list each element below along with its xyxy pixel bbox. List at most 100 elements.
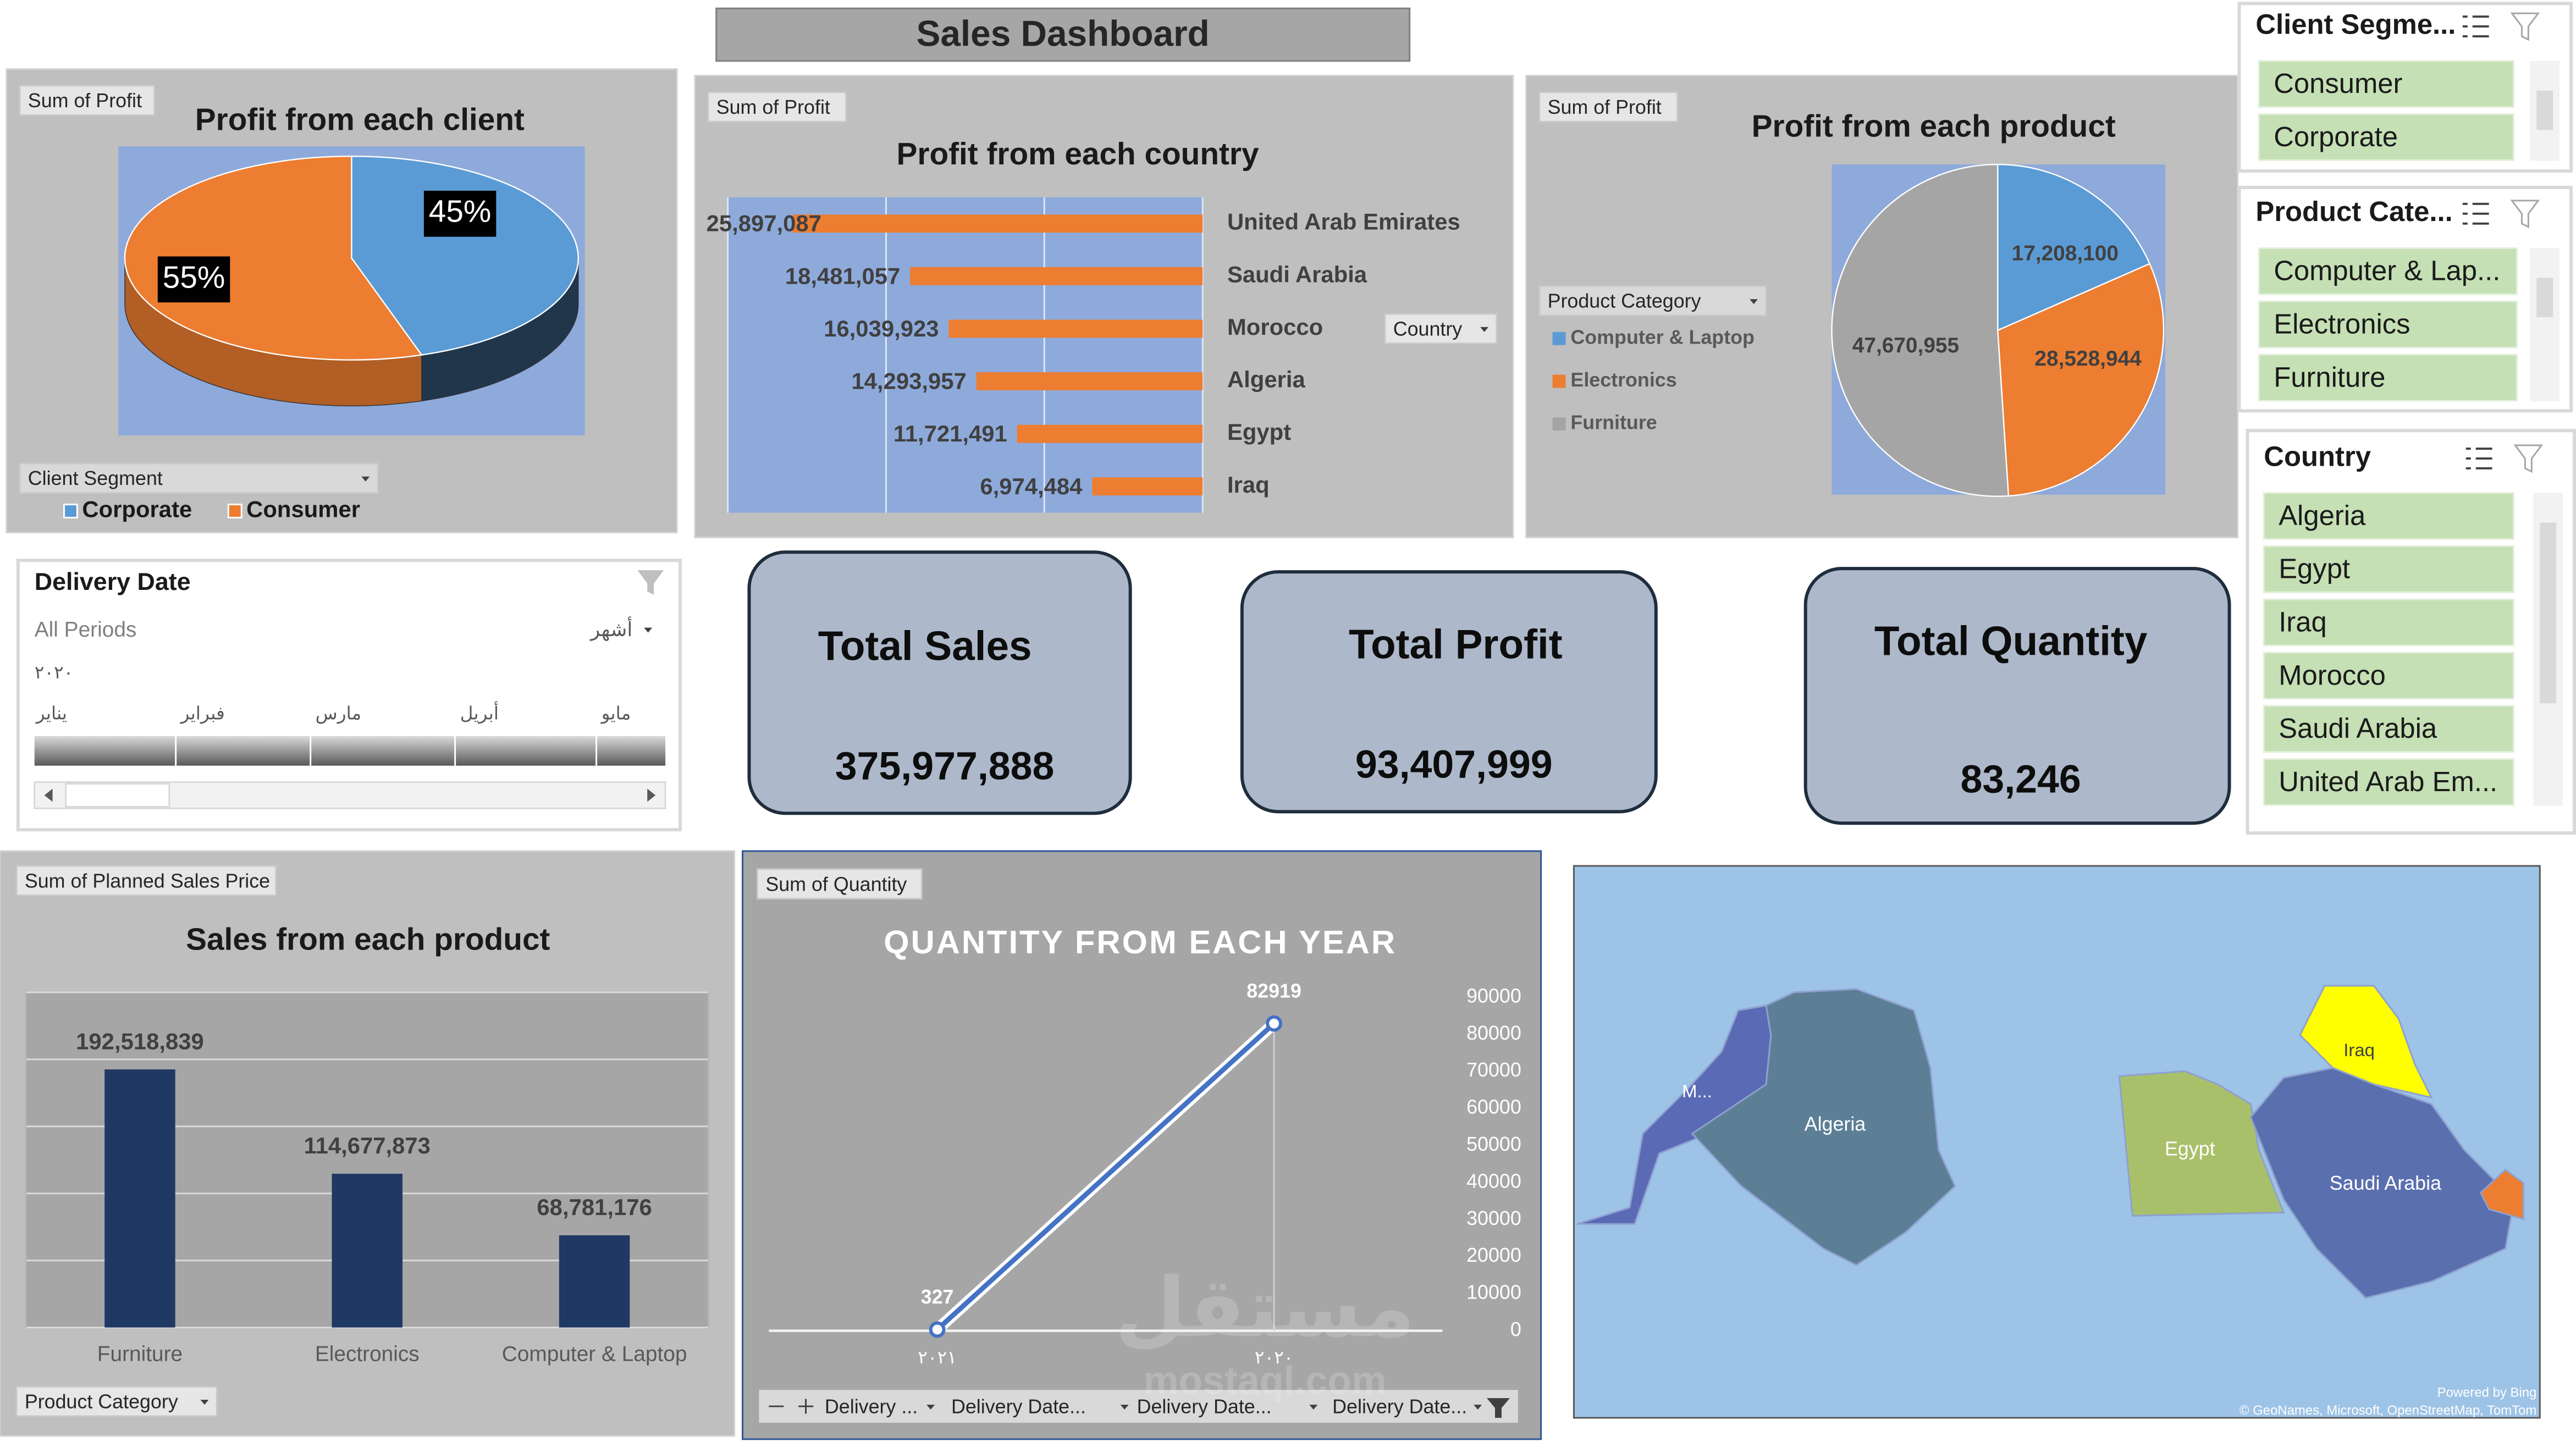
map [1573, 865, 2541, 1419]
y-tick-label: 30000 [1466, 1207, 1521, 1229]
kpi-value: 375,977,888 [835, 744, 1055, 788]
filter-icon [1487, 1398, 1510, 1418]
pie-slice [1997, 263, 2165, 497]
title-box [715, 7, 1411, 62]
slicer-title: Client Segme... [2255, 9, 2456, 40]
field-button-label: Sum of Profit [1548, 96, 1662, 118]
scrollbar [2530, 248, 2560, 401]
data-label: 55% [163, 260, 225, 295]
bar [332, 1173, 403, 1328]
dropdown-arrow [200, 1399, 209, 1405]
data-label: 18,481,057 [785, 263, 900, 289]
field-button [1384, 313, 1498, 345]
data-label: 192,518,839 [76, 1028, 204, 1054]
slicer-item-label: Computer & Lap... [2274, 255, 2500, 286]
field-button-label: Product Category [25, 1390, 178, 1412]
legend-label: Computer & Laptop [1570, 326, 1755, 348]
slicer-item[interactable] [2263, 758, 2514, 806]
bar [948, 319, 1203, 338]
timeline-month: مايو [600, 703, 631, 724]
line-marker [1266, 1015, 1283, 1032]
slicer-item[interactable] [2263, 598, 2514, 647]
timeline-bar[interactable] [34, 736, 666, 766]
field-button-label: Delivery Date... [1137, 1395, 1272, 1417]
pie-slice [351, 155, 579, 356]
field-button [15, 1385, 218, 1417]
slicer-item-label: Consumer [2274, 68, 2402, 99]
slicer-item[interactable] [2258, 300, 2518, 349]
chart-title: Profit from each product [1752, 109, 2116, 143]
dropdown-arrow [926, 1404, 935, 1410]
slicer-item[interactable] [2263, 545, 2514, 593]
timeline-level[interactable]: أشهر [589, 616, 632, 641]
kpi-value: 93,407,999 [1355, 743, 1553, 787]
slicer-item[interactable] [2263, 705, 2514, 753]
dropdown-arrow [361, 476, 370, 482]
bar [910, 267, 1203, 285]
data-label: 17,208,100 [2012, 242, 2119, 266]
clear-filter-icon [637, 570, 664, 595]
line [935, 1022, 1276, 1332]
category-label: Morocco [1227, 314, 1323, 340]
legend-label: Consumer [246, 496, 360, 522]
y-tick-label: 90000 [1466, 985, 1521, 1007]
timeline-month: يناير [35, 703, 67, 724]
slicer-item[interactable] [2263, 492, 2514, 540]
y-tick-label: 70000 [1466, 1059, 1521, 1081]
field-button-label: Client Segment [28, 467, 163, 489]
pie-slice [1997, 163, 2151, 332]
category-label: Electronics [315, 1343, 420, 1366]
field-button-label: Sum of Planned Sales Price [25, 870, 270, 892]
plot-area [727, 197, 1203, 513]
kpi-value: 83,246 [1960, 757, 2081, 801]
category-label: Saudi Arabia [1227, 261, 1367, 287]
multiselect-icon [2465, 448, 2492, 470]
arrow [647, 788, 656, 802]
slicer-item-label: Morocco [2279, 659, 2386, 691]
kpi-card [1803, 567, 2231, 825]
bar [559, 1235, 630, 1328]
slicer-item[interactable] [2263, 652, 2514, 700]
bar [1092, 477, 1203, 496]
slicer-item-label: Corporate [2274, 121, 2398, 152]
field-button [1538, 285, 1767, 317]
dropdown-arrow [1474, 1404, 1482, 1410]
legend-swatch [63, 504, 78, 518]
y-tick-label: 20000 [1466, 1244, 1521, 1266]
kpi-label: Total Quantity [1874, 617, 2148, 664]
data-label: 16,039,923 [824, 316, 939, 341]
legend-swatch [1552, 374, 1566, 388]
timeline-period: All Periods [35, 618, 137, 642]
multiselect-icon [2462, 202, 2489, 225]
slicer-item[interactable] [2258, 60, 2514, 108]
category-label: Iraq [1227, 472, 1270, 498]
chart-title: QUANTITY FROM EACH YEAR [884, 924, 1397, 960]
multiselect-icon [2462, 15, 2489, 37]
data-label: 25,897,087 [707, 211, 821, 236]
legend-label: Corporate [82, 496, 192, 522]
pie-slice [1831, 163, 2010, 497]
slicer-item[interactable] [2258, 247, 2518, 295]
dropdown-arrow [1309, 1404, 1318, 1410]
slicer-item[interactable] [2258, 113, 2514, 161]
clear-filter-icon [2510, 200, 2540, 229]
kpi-label: Total Profit [1349, 621, 1563, 667]
slicer-item-label: Iraq [2279, 606, 2327, 638]
data-label: 45% [429, 195, 492, 229]
scroll-thumb [2540, 522, 2557, 704]
label-box [423, 190, 497, 237]
bar [792, 214, 1203, 233]
y-tick-label: 60000 [1466, 1096, 1521, 1118]
timeline-title: Delivery Date [35, 568, 191, 595]
map-label: Saudi Arabia [2330, 1172, 2441, 1194]
arrow [44, 788, 53, 802]
map-label: Egypt [2165, 1138, 2215, 1160]
field-button [707, 91, 847, 123]
slicer-item-label: Electronics [2274, 308, 2410, 340]
field-button-label: Delivery ... [825, 1395, 918, 1417]
category-label: Furniture [97, 1343, 183, 1366]
slicer-title: Product Cate... [2255, 196, 2452, 227]
slicer-item[interactable] [2258, 354, 2518, 402]
category-label: United Arab Emirates [1227, 209, 1460, 235]
